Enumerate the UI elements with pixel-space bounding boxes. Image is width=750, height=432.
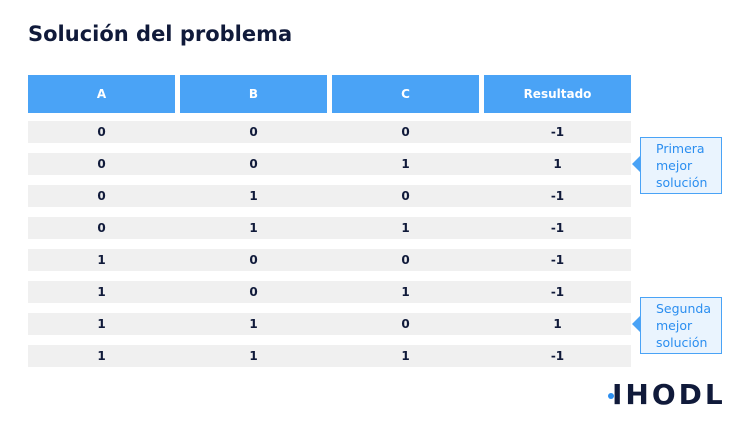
table-cell: -1 — [550, 285, 565, 299]
callout: Segunda mejor solución — [640, 297, 722, 354]
callout-text: Primera mejor solución — [656, 141, 708, 190]
callout-arrow — [632, 155, 641, 173]
table-cell: 1 — [97, 317, 106, 331]
table-cell: -1 — [550, 253, 565, 267]
table-cell: 1 — [97, 285, 106, 299]
table-row — [28, 345, 631, 367]
table-cell: -1 — [550, 221, 565, 235]
table-cell: -1 — [550, 349, 565, 363]
logo: IHODL — [612, 378, 726, 411]
table-cell: 0 — [401, 125, 410, 139]
table-cell: 0 — [97, 189, 106, 203]
header-cell: Resultado — [484, 75, 631, 113]
table-cell: 1 — [249, 349, 258, 363]
table-cell: 0 — [249, 285, 258, 299]
table-cell: 1 — [97, 253, 106, 267]
callout-arrow — [632, 315, 641, 333]
table-cell: 1 — [401, 285, 410, 299]
table-cell: 1 — [553, 157, 562, 171]
table-cell: -1 — [550, 125, 565, 139]
callout-text: Segunda mejor solución — [656, 301, 711, 350]
table-cell: 1 — [401, 157, 410, 171]
table-cell: 1 — [249, 189, 258, 203]
table-cell: 0 — [401, 317, 410, 331]
table-row — [28, 217, 631, 239]
callout: Primera mejor solución — [640, 137, 722, 194]
table-cell: 1 — [401, 349, 410, 363]
table-cell: -1 — [550, 189, 565, 203]
table-cell: 1 — [401, 221, 410, 235]
table-row — [28, 153, 631, 175]
table-row — [28, 249, 631, 271]
table-row — [28, 281, 631, 303]
header-cell: B — [180, 75, 327, 113]
table-cell: 0 — [249, 253, 258, 267]
title: Solución del problema — [28, 22, 293, 46]
header-cell: A — [28, 75, 175, 113]
header-cell: C — [332, 75, 479, 113]
table-cell: 0 — [401, 253, 410, 267]
table-row — [28, 185, 631, 207]
table-cell: 0 — [249, 125, 258, 139]
table-cell: 0 — [249, 157, 258, 171]
table-cell: 0 — [97, 221, 106, 235]
table-cell: 0 — [401, 189, 410, 203]
table-cell: 0 — [97, 157, 106, 171]
table-cell: 1 — [249, 317, 258, 331]
table-cell: 1 — [553, 317, 562, 331]
table-row — [28, 121, 631, 143]
table-cell: 1 — [249, 221, 258, 235]
table-cell: 1 — [97, 349, 106, 363]
logo-dot — [608, 393, 614, 399]
table-cell: 0 — [97, 125, 106, 139]
table-row — [28, 313, 631, 335]
